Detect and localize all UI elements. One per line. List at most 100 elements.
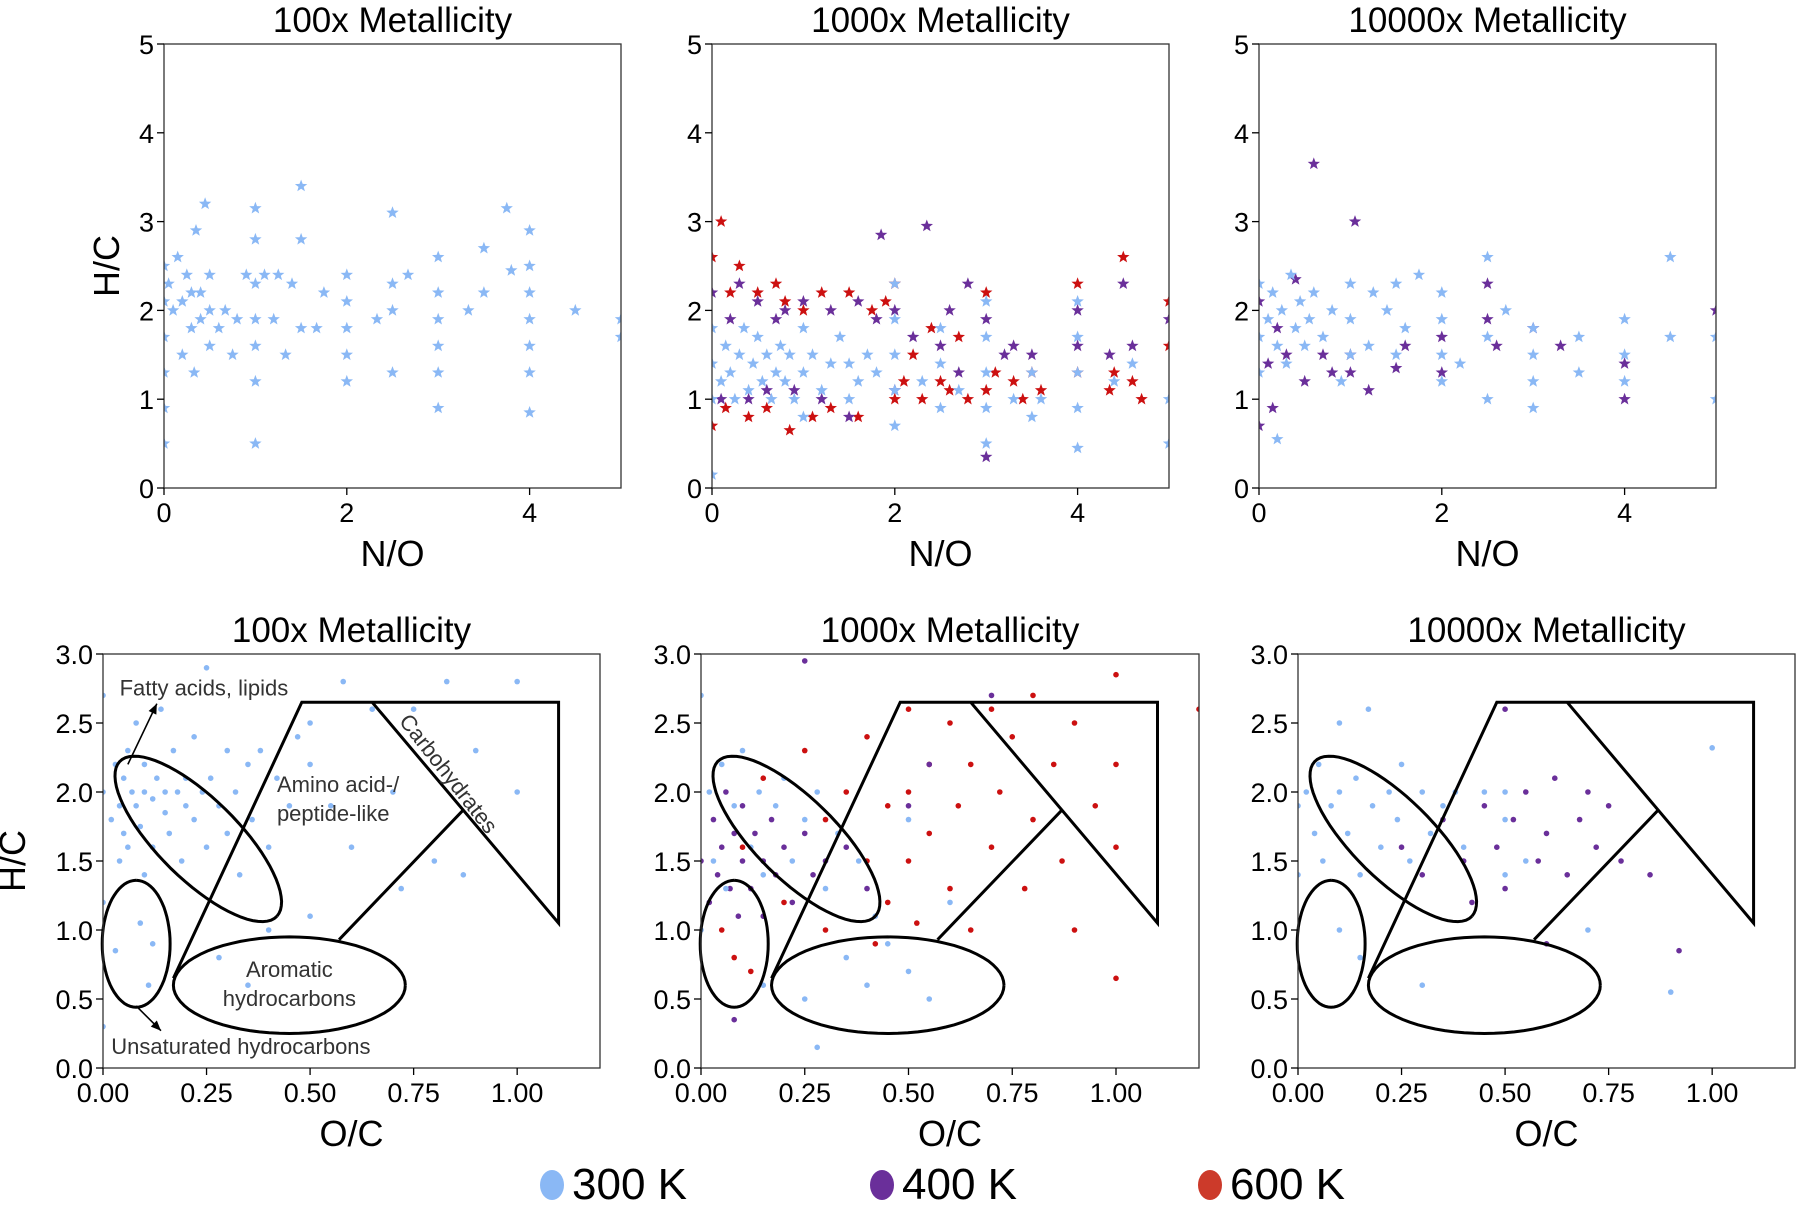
data-point-star — [285, 277, 299, 289]
data-point-star — [1367, 286, 1380, 298]
data-point — [1502, 872, 1508, 878]
data-point — [1407, 858, 1413, 864]
data-point — [1030, 816, 1036, 823]
data-point — [1196, 706, 1199, 712]
data-point-star — [783, 348, 796, 361]
data-point — [1113, 975, 1119, 982]
data-point-star — [833, 330, 847, 343]
data-point — [203, 665, 210, 671]
data-point — [340, 678, 347, 685]
annotation-label: Aromatic — [246, 957, 333, 982]
data-point-star — [432, 401, 445, 414]
data-point — [781, 844, 787, 850]
data-point-star — [164, 259, 171, 272]
data-point-star — [797, 295, 810, 307]
data-point — [1502, 789, 1508, 795]
series-300k — [103, 665, 520, 1030]
data-point — [174, 789, 181, 795]
data-point — [327, 803, 334, 809]
data-point — [801, 658, 808, 664]
data-point-star — [505, 263, 518, 276]
data-point — [216, 954, 222, 961]
y-tick-label: 3 — [1234, 208, 1249, 238]
arrow-line — [127, 703, 158, 765]
data-points — [103, 665, 520, 1030]
axes-frame — [1258, 43, 1717, 489]
data-point-star — [712, 357, 719, 369]
data-point — [1357, 954, 1363, 961]
data-point-star — [1316, 330, 1330, 343]
data-point-star — [1499, 303, 1512, 316]
legend-label: 600 K — [1230, 1160, 1345, 1209]
data-point-star — [712, 392, 719, 405]
unsaturated-region — [100, 878, 172, 1009]
data-point-star — [1071, 295, 1084, 307]
data-point-star — [733, 259, 746, 272]
data-point-star — [370, 312, 384, 325]
data-point-star — [712, 468, 719, 480]
subplot-2: 0 2 4 0 1 2 3 4 5 1000x Metallicity N/O — [687, 1, 1170, 574]
data-point-star — [185, 286, 198, 298]
y-tick-label: 1.0 — [1250, 916, 1288, 946]
x-tick-label: 0 — [704, 498, 719, 528]
y-tick-label: 2.5 — [1250, 709, 1288, 739]
data-point-star — [724, 366, 737, 378]
data-point-star — [1271, 432, 1284, 445]
data-point-star — [1007, 392, 1020, 405]
data-point — [701, 692, 704, 699]
data-point-star — [1025, 410, 1039, 423]
data-points — [712, 215, 1169, 480]
data-point — [714, 872, 721, 878]
data-point — [731, 1016, 737, 1023]
y-tick-label: 0.5 — [55, 985, 93, 1015]
data-point — [1593, 844, 1599, 850]
data-point-star — [1126, 339, 1139, 352]
data-point — [822, 927, 829, 933]
figure: 0 2 4 0 1 2 3 4 5 100x Metallicity N/O H/C 0 2 4 0 1 2 3 4 5… — [0, 1, 1796, 1154]
y-tick-label: 1.5 — [653, 847, 691, 877]
lipid-region — [1308, 754, 1479, 924]
data-point-star — [1527, 321, 1540, 334]
y-tick-label: 2.0 — [653, 778, 691, 808]
data-point-star — [1399, 321, 1412, 334]
data-point-star — [523, 286, 536, 298]
data-point — [1535, 858, 1542, 864]
data-point-star — [806, 410, 819, 423]
data-point — [1059, 858, 1065, 864]
data-point — [718, 844, 725, 850]
data-point-star — [733, 348, 746, 361]
data-point — [137, 920, 144, 926]
data-point-star — [1481, 330, 1494, 343]
data-point — [967, 927, 974, 933]
data-point-star — [778, 374, 792, 387]
data-point-star — [1709, 303, 1716, 316]
data-point — [120, 775, 127, 781]
x-tick-label: 1.00 — [1686, 1078, 1739, 1108]
data-point-star — [614, 312, 621, 325]
peptide-carbohydrate-boundary — [1367, 700, 1756, 979]
data-point-star — [432, 250, 445, 263]
x-tick-label: 0.25 — [778, 1078, 831, 1108]
data-point — [905, 858, 912, 864]
y-tick-label: 4 — [687, 119, 702, 149]
data-point-star — [906, 348, 920, 361]
data-point-star — [1362, 383, 1375, 396]
data-point — [1427, 830, 1434, 837]
data-point — [822, 885, 829, 892]
data-point — [369, 706, 376, 712]
data-point-star — [797, 303, 810, 316]
data-point-star — [842, 286, 856, 298]
y-tick-label: 3.0 — [653, 640, 691, 670]
data-point-star — [737, 321, 751, 334]
data-point-star — [1618, 374, 1631, 387]
data-point-star — [943, 303, 956, 316]
data-point — [988, 706, 995, 712]
data-point-star — [340, 321, 353, 334]
data-point — [178, 858, 185, 864]
data-point — [232, 789, 239, 795]
data-point — [1071, 927, 1078, 933]
data-point — [905, 706, 912, 712]
data-point-star — [523, 339, 536, 352]
x-tick-label: 0.75 — [986, 1078, 1039, 1108]
data-point-star — [317, 286, 331, 298]
